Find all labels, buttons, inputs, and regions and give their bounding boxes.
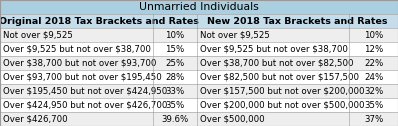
Text: Over $424,950 but not over $426,700: Over $424,950 but not over $426,700 (3, 101, 167, 109)
Bar (153, 112, 197, 126)
Bar (153, 56, 197, 70)
Text: 35%: 35% (364, 101, 383, 109)
Bar (197, 14, 398, 28)
Text: Over $9,525 but not over $38,700: Over $9,525 but not over $38,700 (200, 44, 348, 54)
Bar (153, 28, 197, 42)
Text: Over $82,500 but not over $157,500: Over $82,500 but not over $157,500 (200, 72, 359, 82)
Bar (0, 112, 153, 126)
Text: Over $426,700: Over $426,700 (3, 115, 67, 123)
Text: 15%: 15% (166, 44, 185, 54)
Text: Not over $9,525: Not over $9,525 (3, 30, 73, 39)
Text: 10%: 10% (166, 30, 185, 39)
Text: Over $93,700 but not over $195,450: Over $93,700 but not over $195,450 (3, 72, 162, 82)
Text: 22%: 22% (364, 58, 383, 68)
Text: 24%: 24% (364, 72, 383, 82)
Text: Unmarried Individuals: Unmarried Individuals (139, 2, 259, 12)
Text: Not over $9,525: Not over $9,525 (200, 30, 270, 39)
Text: Original 2018 Tax Brackets and Rates: Original 2018 Tax Brackets and Rates (0, 17, 199, 25)
Text: 33%: 33% (166, 87, 185, 96)
Bar (197, 42, 349, 56)
Text: Over $200,000 but not over $500,000: Over $200,000 but not over $500,000 (200, 101, 364, 109)
Text: Over $500,000: Over $500,000 (200, 115, 264, 123)
Text: Over $195,450 but not over $424,950: Over $195,450 but not over $424,950 (3, 87, 167, 96)
Text: New 2018 Tax Brackets and Rates: New 2018 Tax Brackets and Rates (207, 17, 388, 25)
Bar (197, 70, 349, 84)
Text: 32%: 32% (364, 87, 383, 96)
Bar (349, 98, 398, 112)
Bar (153, 98, 197, 112)
Text: Over $9,525 but not over $38,700: Over $9,525 but not over $38,700 (3, 44, 151, 54)
Bar (0, 84, 153, 98)
Text: 10%: 10% (364, 30, 383, 39)
Bar (349, 42, 398, 56)
Text: 35%: 35% (166, 101, 185, 109)
Text: 25%: 25% (166, 58, 185, 68)
Text: Over $38,700 but not over $93,700: Over $38,700 but not over $93,700 (3, 58, 156, 68)
Bar (197, 28, 349, 42)
Bar (0, 0, 398, 14)
Bar (153, 70, 197, 84)
Bar (153, 84, 197, 98)
Bar (349, 70, 398, 84)
Bar (153, 42, 197, 56)
Text: Over $157,500 but not over $200,000: Over $157,500 but not over $200,000 (200, 87, 364, 96)
Bar (349, 28, 398, 42)
Bar (0, 70, 153, 84)
Text: Over $38,700 but not over $82,500: Over $38,700 but not over $82,500 (200, 58, 353, 68)
Text: 39.6%: 39.6% (162, 115, 189, 123)
Text: 28%: 28% (166, 72, 185, 82)
Text: 12%: 12% (364, 44, 383, 54)
Text: 37%: 37% (364, 115, 383, 123)
Bar (0, 42, 153, 56)
Bar (0, 56, 153, 70)
Bar (197, 56, 349, 70)
Bar (0, 14, 197, 28)
Bar (349, 56, 398, 70)
Bar (0, 28, 153, 42)
Bar (349, 112, 398, 126)
Bar (197, 112, 349, 126)
Bar (349, 84, 398, 98)
Bar (197, 84, 349, 98)
Bar (197, 98, 349, 112)
Bar (0, 98, 153, 112)
